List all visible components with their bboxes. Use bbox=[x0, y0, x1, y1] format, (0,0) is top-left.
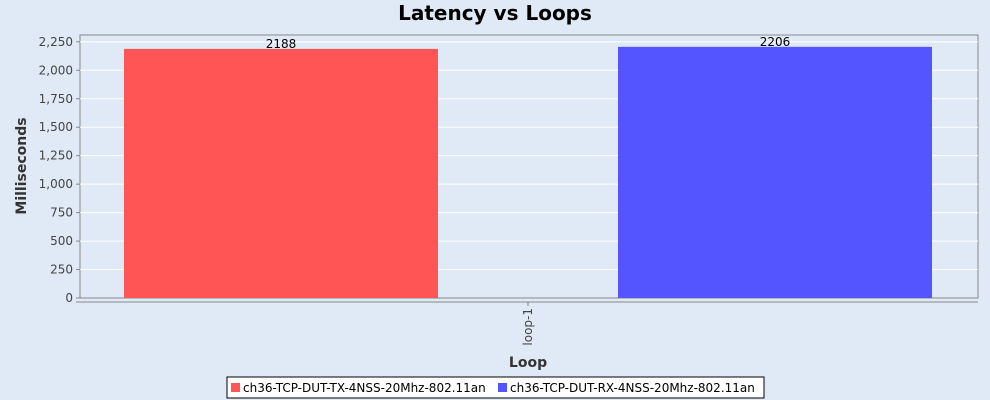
x-tick-label: loop-1 bbox=[521, 308, 535, 346]
legend-swatch bbox=[231, 383, 240, 392]
y-tick-label: 2,000 bbox=[39, 63, 73, 77]
y-tick-label: 500 bbox=[50, 234, 73, 248]
legend-box bbox=[226, 376, 765, 399]
y-tick-label: 1,500 bbox=[39, 120, 73, 134]
y-tick-label: 1,750 bbox=[39, 92, 73, 106]
data-label: 2206 bbox=[760, 35, 791, 49]
bars: 2188 2206 bbox=[124, 35, 932, 298]
y-axis-label: Milliseconds bbox=[14, 117, 30, 214]
y-tick-label: 250 bbox=[50, 263, 73, 277]
data-label: 2188 bbox=[266, 37, 297, 51]
x-axis-label: Loop bbox=[509, 355, 547, 371]
legend-entry: ch36-TCP-DUT-RX-4NSS-20Mhz-802.11an bbox=[510, 381, 755, 395]
y-tick-label: 2,250 bbox=[39, 35, 73, 49]
bar bbox=[618, 46, 932, 298]
y-axis: 0 250 500 750 1,000 1,250 1,500 1,750 2,000 2,250 bbox=[39, 35, 80, 305]
x-axis: loop-1 bbox=[76, 301, 978, 346]
legend-entry: ch36-TCP-DUT-TX-4NSS-20Mhz-802.11an bbox=[243, 381, 486, 395]
legend-swatch bbox=[498, 383, 507, 392]
bar bbox=[124, 48, 438, 298]
y-tick-label: 0 bbox=[65, 291, 73, 305]
y-tick-label: 1,250 bbox=[39, 149, 73, 163]
y-tick-label: 750 bbox=[50, 206, 73, 220]
chart-title: Latency vs Loops bbox=[398, 1, 592, 25]
y-tick-label: 1,000 bbox=[39, 177, 73, 191]
legend: ch36-TCP-DUT-TX-4NSS-20Mhz-802.11an ch36-… bbox=[226, 376, 765, 399]
